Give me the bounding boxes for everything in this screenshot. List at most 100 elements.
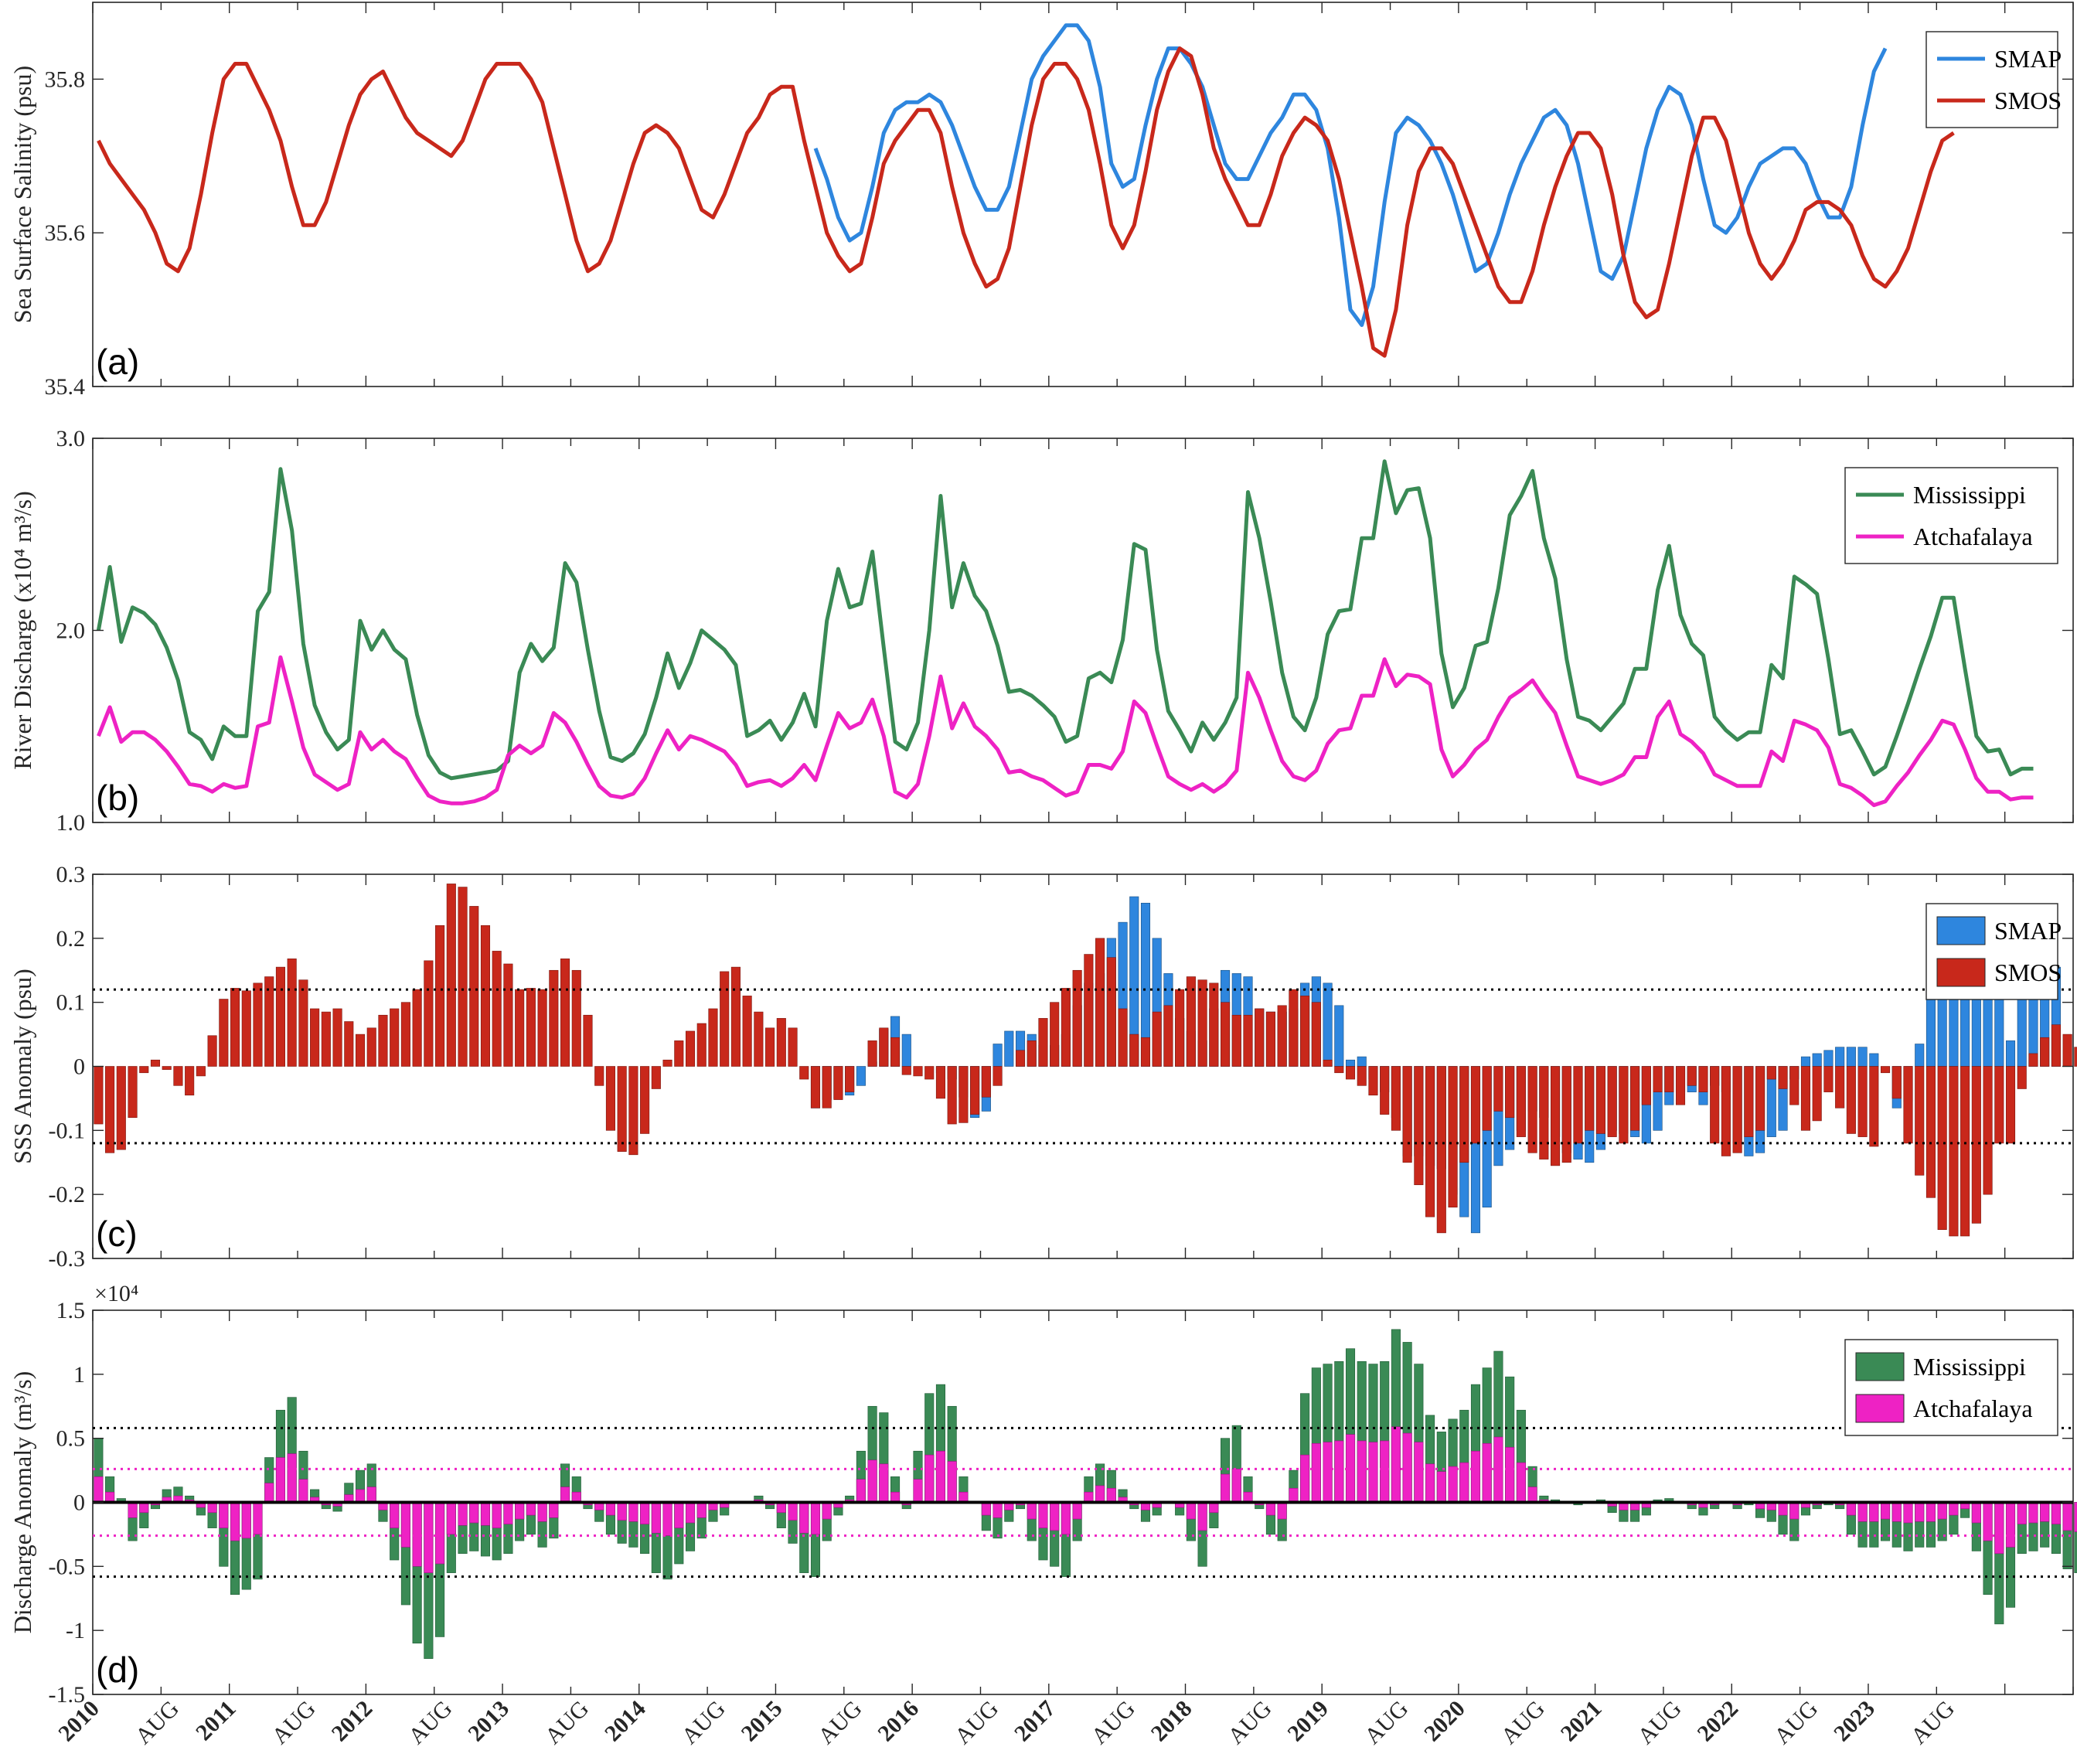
smos-bar: [890, 1037, 901, 1067]
smos-bar: [1994, 1066, 2004, 1144]
smap-bar: [1846, 1047, 1856, 1067]
y-tick-label: 35.8: [45, 66, 86, 92]
panel-b-plot-area: [92, 438, 2074, 823]
atchafalaya-bar: [298, 1479, 308, 1503]
smos-bar: [1630, 1066, 1640, 1131]
smap-bar: [1857, 1047, 1868, 1067]
smos-bar: [1186, 976, 1196, 1067]
smos-bar: [754, 1011, 764, 1067]
atchafalaya-bar: [1038, 1502, 1048, 1528]
atchafalaya-bar: [424, 1502, 434, 1573]
legend-label-smos: SMOS: [1994, 87, 2062, 114]
smos-bar: [696, 1023, 707, 1067]
atchafalaya-bar: [1448, 1466, 1458, 1503]
panel-b-label: (b): [96, 778, 139, 818]
smos-bar: [571, 969, 581, 1067]
smos-bar: [765, 1027, 775, 1067]
smos-bar: [981, 1066, 991, 1098]
smos-bar: [446, 884, 456, 1067]
smos-bar: [1664, 1066, 1674, 1092]
smos-bar: [799, 1066, 809, 1080]
smos-bar: [1482, 1066, 1492, 1131]
atchafalaya-bar: [2051, 1502, 2061, 1524]
smos-bar: [1505, 1066, 1515, 1119]
atchafalaya-bar: [446, 1502, 456, 1535]
x-aug-label: AUG: [540, 1696, 594, 1749]
panel-c-plot-area: [92, 873, 2077, 1259]
atchafalaya-bar: [651, 1502, 661, 1534]
smos-bar: [480, 925, 491, 1067]
atchafalaya-bar: [480, 1502, 491, 1526]
smos-bar: [776, 1018, 786, 1067]
smos-bar: [1334, 1066, 1344, 1074]
smos-bar: [1368, 1066, 1378, 1096]
smos-bar: [207, 1035, 217, 1067]
x-year-label: 2011: [191, 1696, 241, 1746]
atchafalaya-bar: [219, 1502, 229, 1528]
smos-bar: [1038, 1018, 1048, 1067]
atchafalaya-bar: [537, 1502, 547, 1522]
smos-bar: [1265, 1011, 1275, 1067]
smos-bar: [162, 1066, 172, 1070]
atchafalaya-bar: [1505, 1446, 1515, 1503]
atchafalaya-bar: [1265, 1502, 1275, 1516]
smos-bar: [685, 1030, 696, 1067]
smos-bar: [1925, 1066, 1936, 1198]
panel-d-discharge-anomaly: -1.5 -1 -0.5 0 0.5 1 1.5 Discharge Anomaly (m³…: [9, 1281, 2077, 1749]
atchafalaya-bar: [1891, 1502, 1902, 1522]
legend-label-atchafalaya: Atchafalaya: [1913, 523, 2033, 550]
smos-bar: [196, 1066, 206, 1077]
atchafalaya-bar: [947, 1461, 957, 1503]
atchafalaya-bar: [662, 1502, 672, 1536]
smos-bar: [1300, 996, 1310, 1067]
panel-b-y-ticks: 1.0 2.0 3.0: [56, 426, 2073, 836]
smos-bar: [1425, 1066, 1435, 1217]
panel-c-y-ticks: -0.3 -0.2 -0.1 0 0.1 0.2 0.3: [49, 862, 2073, 1272]
panel-b-y-label: River Discharge (x10⁴ m³/s): [9, 491, 36, 770]
x-aug-label: AUG: [403, 1696, 457, 1749]
atchafalaya-bar: [617, 1502, 627, 1521]
smos-bar: [1721, 1066, 1731, 1156]
x-aug-label: AUG: [813, 1696, 867, 1749]
smos-bar: [173, 1066, 183, 1086]
smos-bar: [788, 1027, 798, 1067]
smos-bar: [492, 951, 502, 1067]
smos-bar: [742, 996, 752, 1067]
atchafalaya-bar: [412, 1502, 422, 1567]
legend-label-mississippi: Mississippi: [1913, 1353, 2026, 1381]
atchafalaya-bar: [1027, 1502, 1037, 1520]
smos-bar: [515, 989, 525, 1067]
smos-bar: [321, 1011, 331, 1067]
smos-bar: [400, 1002, 410, 1067]
smos-bar: [1050, 1002, 1060, 1067]
x-aug-label: AUG: [1087, 1696, 1140, 1749]
atchafalaya-bar: [355, 1489, 366, 1503]
smos-bar: [1311, 1002, 1321, 1067]
panel-d-plot-area: [92, 1309, 2077, 1695]
smap-bar: [1323, 982, 1333, 1067]
smos-bar: [435, 925, 445, 1067]
smos-bar: [150, 1059, 161, 1067]
atchafalaya-bar: [1391, 1426, 1401, 1503]
smap-bar: [1800, 1056, 1811, 1067]
atchafalaya-bar: [810, 1502, 821, 1535]
series-line-atchafalaya: [97, 655, 2034, 808]
smos-bar: [651, 1066, 661, 1089]
legend-swatch-smos: [1936, 958, 1986, 987]
smos-bar: [1277, 1005, 1287, 1067]
legend-swatch-smap: [1936, 916, 1986, 945]
smos-bar: [1357, 1066, 1367, 1086]
legend-label-smos: SMOS: [1994, 959, 2062, 986]
x-year-label: 2023: [1829, 1696, 1880, 1747]
panel-a-axes-box: [92, 2, 2074, 387]
smos-bar: [1061, 988, 1071, 1067]
smos-bar: [1197, 979, 1207, 1067]
smos-bar: [594, 1066, 604, 1086]
atchafalaya-bar: [241, 1502, 251, 1539]
panel-a-legend: SMAP SMOS: [1925, 31, 2062, 128]
smap-bar: [1869, 1053, 1879, 1067]
atchafalaya-bar: [1289, 1487, 1299, 1503]
smos-bar: [1106, 957, 1116, 1067]
y-tick-label: -0.3: [49, 1246, 86, 1272]
smap-bar: [1994, 996, 2004, 1067]
